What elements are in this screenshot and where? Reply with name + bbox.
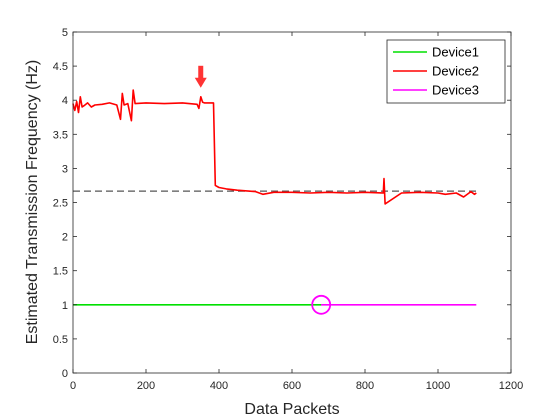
y-tick-label: 4 — [62, 95, 68, 107]
legend-entry-label: Device1 — [432, 45, 479, 60]
y-tick-label: 3.5 — [53, 129, 68, 141]
legend-entry-label: Device2 — [432, 64, 479, 79]
y-tick-label: 3 — [62, 163, 68, 175]
y-tick-label: 2.5 — [53, 198, 68, 210]
series-layer — [72, 89, 477, 306]
x-tick-label: 1000 — [426, 380, 450, 392]
x-tick-label: 800 — [356, 380, 374, 392]
legend: Device1 Device2 Device3 — [386, 39, 506, 104]
y-tick-label: 0 — [62, 368, 68, 380]
annotation-layer — [194, 65, 332, 315]
y-tick-label: 0.5 — [53, 334, 68, 346]
y-tick-label: 5 — [62, 27, 68, 39]
x-axis-ticks: 0 200 400 600 800 1000 1200 — [70, 32, 523, 392]
y-axis-ticks: 0 0.5 1 1.5 2 2.5 3 3.5 4 4.5 5 — [53, 27, 511, 380]
y-tick-label: 4.5 — [53, 61, 68, 73]
y-axis-label: Estimated Transmission Frequency (Hz) — [24, 60, 41, 345]
highlight-circle — [311, 294, 332, 315]
y-tick-label: 1 — [62, 300, 68, 312]
x-tick-label: 200 — [137, 380, 155, 392]
arrow-down-icon-shaft — [198, 65, 204, 79]
arrow-down-icon — [194, 77, 207, 88]
x-tick-label: 600 — [283, 380, 301, 392]
series-line-device2 — [72, 89, 477, 205]
x-tick-label: 0 — [70, 380, 76, 392]
x-axis-label: Data Packets — [244, 401, 339, 418]
y-tick-label: 2 — [62, 232, 68, 244]
legend-entry-label: Device3 — [432, 83, 479, 98]
y-tick-label: 1.5 — [53, 266, 68, 278]
x-tick-label: 400 — [210, 380, 228, 392]
x-tick-label: 1200 — [499, 380, 523, 392]
